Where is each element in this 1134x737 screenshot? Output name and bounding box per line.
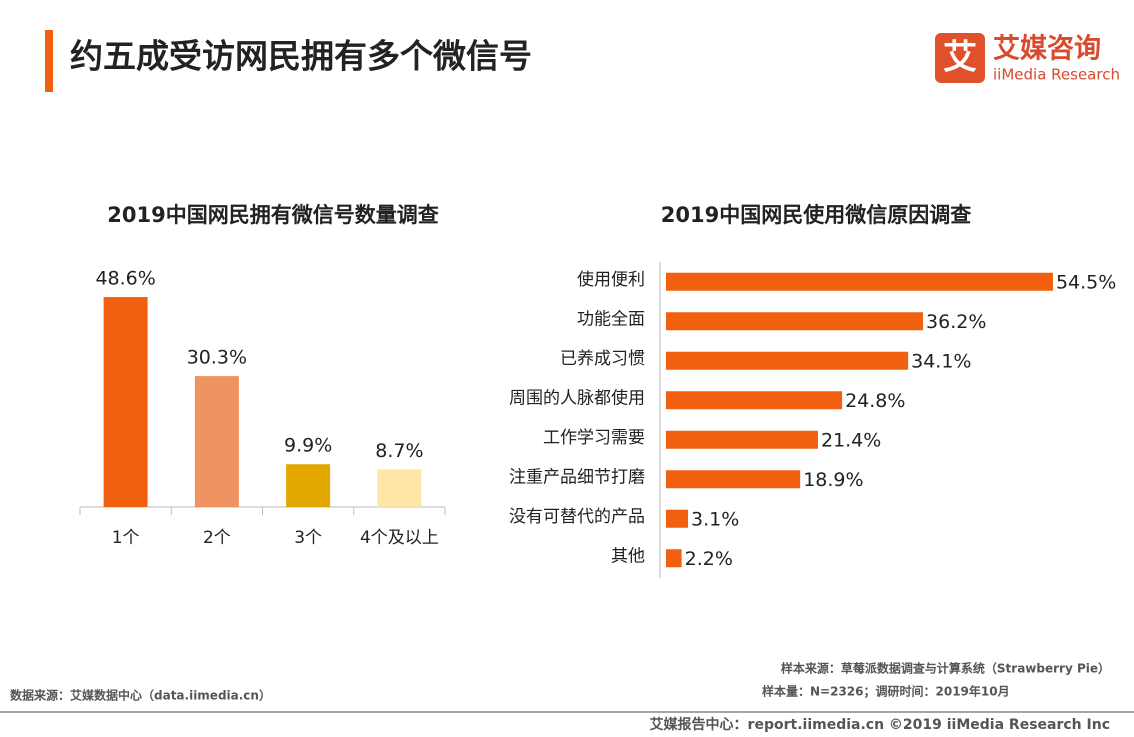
chart-title: 2019中国网民拥有微信号数量调查 [107, 203, 438, 227]
bar [666, 470, 801, 489]
value-label: 21.4% [821, 429, 881, 451]
value-label: 18.9% [803, 469, 863, 491]
bar [666, 430, 818, 449]
y-tick-label: 没有可替代的产品 [509, 507, 645, 527]
bar [666, 549, 682, 568]
y-tick-label: 使用便利 [577, 269, 645, 290]
y-tick-label: 已养成习惯 [560, 349, 645, 369]
logo-brand: iiMedia Research [993, 66, 1120, 84]
bar [666, 312, 924, 331]
logo-name: 艾媒咨询 [993, 33, 1101, 65]
bar [103, 297, 148, 507]
bar [194, 376, 239, 507]
y-tick-label: 其他 [611, 546, 645, 566]
bar [666, 351, 909, 370]
chart-title: 2019中国网民使用微信原因调查 [661, 203, 971, 227]
page-title: 约五成受访网民拥有多个微信号 [70, 37, 532, 76]
bar [286, 464, 331, 507]
y-tick-label: 注重产品细节打磨 [509, 467, 645, 487]
logo-icon-text: 艾 [943, 38, 977, 78]
value-label: 2.2% [685, 548, 733, 570]
report-center: 艾媒报告中心：report.iimedia.cn ©2019 iiMedia R… [650, 716, 1110, 733]
value-label: 30.3% [187, 347, 247, 369]
bar [377, 469, 422, 507]
y-tick-label: 功能全面 [577, 309, 645, 329]
x-tick-label: 2个 [203, 528, 231, 548]
data-source: 数据来源：艾媒数据中心（data.iimedia.cn） [10, 688, 271, 703]
value-label: 54.5% [1056, 271, 1116, 293]
sample-size: 样本量：N=2326；调研时间：2019年10月 [762, 684, 1010, 699]
bar [666, 391, 843, 410]
value-label: 36.2% [926, 311, 986, 333]
value-label: 48.6% [95, 268, 155, 290]
x-tick-label: 1个 [112, 528, 140, 548]
title-accent [45, 30, 53, 92]
x-tick-label: 4个及以上 [360, 528, 439, 548]
sample-source: 样本来源：草莓派数据调查与计算系统（Strawberry Pie） [781, 661, 1110, 676]
value-label: 8.7% [375, 440, 423, 462]
bar [666, 272, 1053, 291]
value-label: 3.1% [691, 508, 739, 530]
x-tick-label: 3个 [294, 528, 322, 548]
value-label: 24.8% [845, 390, 905, 412]
bar [666, 509, 689, 528]
value-label: 9.9% [284, 435, 332, 457]
y-tick-label: 周围的人脉都使用 [509, 387, 645, 408]
y-tick-label: 工作学习需要 [543, 428, 645, 448]
value-label: 34.1% [911, 350, 971, 372]
logo-icon [935, 33, 985, 83]
